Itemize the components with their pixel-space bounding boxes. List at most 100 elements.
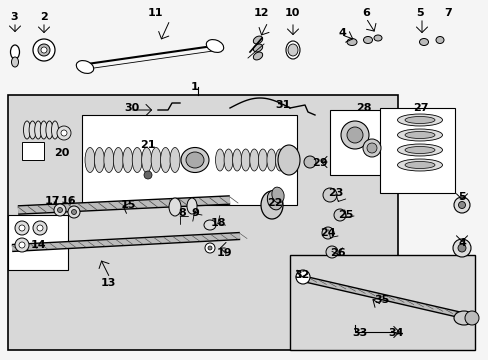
Ellipse shape	[224, 149, 233, 171]
Ellipse shape	[253, 44, 262, 52]
Text: 1: 1	[191, 82, 199, 92]
Bar	[22, 142, 44, 160]
Text: 15: 15	[120, 200, 135, 210]
Circle shape	[41, 47, 47, 53]
Circle shape	[323, 188, 336, 202]
Circle shape	[71, 210, 76, 215]
Text: 31: 31	[275, 100, 290, 110]
Text: 10: 10	[284, 8, 299, 18]
Ellipse shape	[103, 148, 114, 172]
Circle shape	[366, 143, 376, 153]
Ellipse shape	[203, 220, 216, 230]
Text: 2: 2	[40, 12, 48, 22]
Text: 3: 3	[10, 12, 18, 22]
Ellipse shape	[35, 121, 41, 139]
Ellipse shape	[186, 198, 197, 214]
Text: 24: 24	[320, 228, 335, 238]
Ellipse shape	[363, 36, 372, 44]
Text: 27: 27	[412, 103, 428, 113]
Circle shape	[207, 246, 212, 250]
Ellipse shape	[169, 198, 181, 216]
Circle shape	[452, 239, 470, 257]
Ellipse shape	[12, 57, 19, 67]
Text: 35: 35	[374, 295, 389, 305]
Ellipse shape	[373, 35, 381, 41]
Bar	[82, 115, 296, 205]
Circle shape	[453, 197, 469, 213]
Text: 14: 14	[30, 240, 46, 250]
Ellipse shape	[85, 148, 95, 172]
Text: 25: 25	[338, 210, 353, 220]
Ellipse shape	[46, 121, 53, 139]
Ellipse shape	[346, 39, 356, 45]
Ellipse shape	[258, 149, 267, 171]
Ellipse shape	[271, 187, 284, 203]
Circle shape	[58, 207, 62, 212]
Ellipse shape	[142, 148, 151, 172]
Text: 12: 12	[253, 8, 268, 18]
Ellipse shape	[160, 148, 170, 172]
Ellipse shape	[76, 60, 94, 73]
Circle shape	[458, 202, 465, 208]
Text: 34: 34	[387, 328, 403, 338]
Circle shape	[143, 171, 152, 179]
Circle shape	[304, 156, 315, 168]
Ellipse shape	[170, 148, 180, 172]
Text: 4: 4	[337, 28, 345, 38]
Text: 5: 5	[415, 8, 423, 18]
Text: 30: 30	[124, 103, 140, 113]
Text: 32: 32	[294, 270, 309, 280]
Text: 17: 17	[44, 196, 60, 206]
Circle shape	[19, 225, 25, 231]
Text: 9: 9	[191, 208, 199, 218]
Circle shape	[57, 126, 71, 140]
Circle shape	[33, 39, 55, 61]
Ellipse shape	[23, 121, 30, 139]
Ellipse shape	[267, 190, 282, 210]
Bar	[329, 110, 419, 175]
Ellipse shape	[40, 121, 47, 139]
Circle shape	[321, 227, 333, 239]
Ellipse shape	[435, 36, 443, 44]
Ellipse shape	[275, 149, 284, 171]
Ellipse shape	[10, 45, 20, 59]
Ellipse shape	[397, 159, 442, 171]
Circle shape	[204, 243, 215, 253]
Text: 4: 4	[457, 238, 465, 248]
Ellipse shape	[132, 148, 142, 172]
Circle shape	[333, 209, 346, 221]
Ellipse shape	[261, 191, 283, 219]
Ellipse shape	[232, 149, 241, 171]
Text: 5: 5	[457, 192, 465, 202]
Text: 18: 18	[210, 218, 225, 228]
Circle shape	[68, 206, 80, 218]
Circle shape	[61, 130, 67, 136]
Circle shape	[295, 270, 309, 284]
Ellipse shape	[404, 162, 434, 168]
Ellipse shape	[29, 121, 36, 139]
Text: 22: 22	[267, 198, 282, 208]
Ellipse shape	[397, 114, 442, 126]
Ellipse shape	[287, 44, 297, 56]
Bar	[289, 255, 474, 350]
Text: 33: 33	[352, 328, 367, 338]
Ellipse shape	[215, 149, 224, 171]
Ellipse shape	[453, 311, 473, 325]
Ellipse shape	[404, 131, 434, 139]
Circle shape	[464, 311, 478, 325]
Text: 19: 19	[216, 248, 231, 258]
Ellipse shape	[253, 36, 262, 44]
Ellipse shape	[397, 129, 442, 141]
Ellipse shape	[113, 148, 123, 172]
Circle shape	[457, 244, 465, 252]
Ellipse shape	[51, 121, 59, 139]
Circle shape	[362, 139, 380, 157]
Text: 8: 8	[178, 208, 185, 218]
Text: 28: 28	[356, 103, 371, 113]
Text: 6: 6	[361, 8, 369, 18]
Circle shape	[15, 238, 29, 252]
Ellipse shape	[185, 152, 203, 168]
Text: 26: 26	[329, 248, 345, 258]
Ellipse shape	[253, 52, 262, 60]
Circle shape	[346, 127, 362, 143]
